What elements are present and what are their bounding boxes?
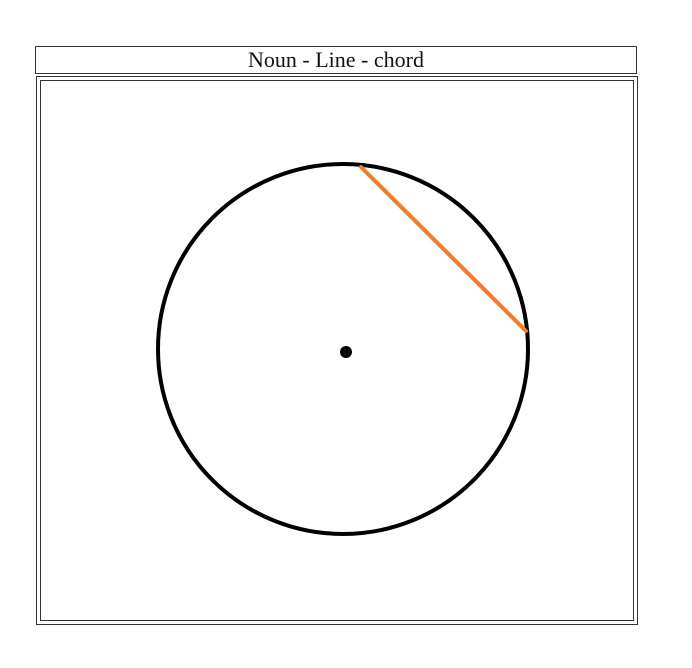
diagram-frame-inner [40,80,634,621]
diagram-title-text: Noun - Line - chord [248,47,424,72]
chord-line [359,165,528,333]
circle [156,162,530,536]
diagram-title: Noun - Line - chord [35,46,637,74]
center-point [340,346,352,358]
